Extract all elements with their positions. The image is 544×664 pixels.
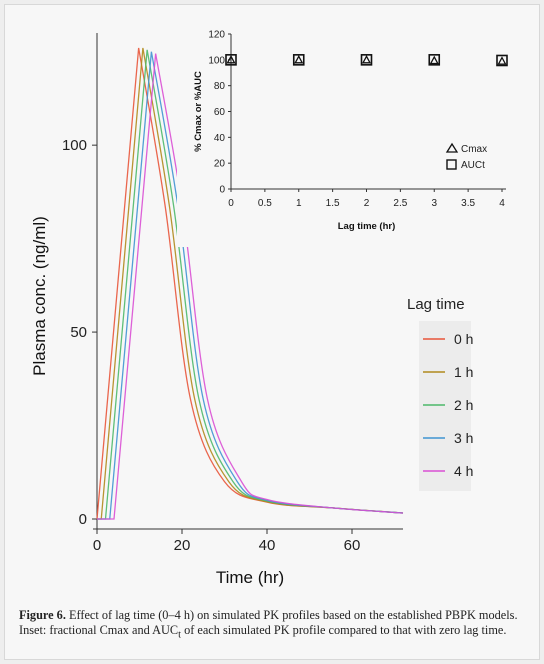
cmax-marker	[294, 54, 304, 64]
inset-background	[177, 25, 517, 247]
cmax-marker	[429, 55, 439, 65]
cmax-marker	[226, 54, 236, 64]
main-x-tick-label: 0	[93, 537, 101, 554]
inset-y-axis-title: % Cmax or %AUC	[193, 71, 204, 152]
inset-y-tick-label: 60	[214, 107, 226, 118]
inset-y-tick-label: 80	[214, 81, 226, 92]
caption-subscript: t	[178, 629, 181, 641]
inset-x-tick-label: 1.5	[326, 198, 340, 209]
inset-x-tick-label: 0.5	[258, 198, 272, 209]
inset-legend-cmax-label: Cmax	[461, 144, 487, 155]
main-x-tick-label: 20	[174, 537, 191, 554]
inset-y-tick-label: 0	[219, 185, 225, 196]
main-legend: Lag time 0 h 1 h 2 h 3 h 4 h	[407, 296, 473, 491]
inset-x-tick-label: 2.5	[393, 198, 407, 209]
inset-x-tick-label: 3	[431, 198, 437, 209]
main-y-axis-title: Plasma conc. (ng/ml)	[30, 216, 49, 376]
inset-x-tick-label: 3.5	[461, 198, 475, 209]
legend-key-background	[419, 321, 471, 491]
auct-marker	[360, 54, 373, 66]
inset-x-tick-label: 2	[364, 198, 370, 209]
cmax-marker	[497, 56, 507, 65]
legend-entry-label: 3 h	[454, 430, 473, 446]
caption-label: Figure 6.	[19, 608, 66, 622]
legend-title: Lag time	[407, 296, 465, 313]
auct-marker	[496, 54, 508, 67]
caption-text-end: of each simulated PK profile compared to…	[181, 623, 507, 637]
inset-x-tick-label: 0	[228, 198, 234, 209]
inset-legend-cmax-key	[445, 142, 459, 153]
main-y-tick-label: 50	[70, 324, 87, 341]
inset-y-tick-label: 100	[208, 55, 225, 66]
main-x-tick-label: 60	[344, 537, 361, 554]
auct-marker	[225, 54, 237, 66]
auct-marker	[292, 54, 305, 66]
inset-legend-auct-label: AUCt	[461, 160, 485, 171]
inset-y-tick-label: 40	[214, 133, 226, 144]
inset-chart: 0 20 40 60 80 100 120 0 0.5 1 1.5 2 2.5 3 3.5 4 Lag time…	[177, 25, 517, 247]
inset-x-axis-title: Lag time (hr)	[338, 221, 396, 232]
inset-x-tick-label: 4	[499, 198, 505, 209]
inset-y-tick-label: 120	[208, 30, 225, 41]
figure-frame: 0 50 100 0 20 40 60 Time (hr) Plasma conc. (ng/m…	[4, 4, 540, 660]
main-y-tick-label: 0	[79, 511, 87, 528]
main-x-axis-title: Time (hr)	[216, 568, 284, 587]
caption-text: Effect of lag time (0–4 h) on simulated …	[19, 608, 518, 637]
legend-entry-label: 4 h	[454, 463, 473, 479]
legend-entry-label: 2 h	[454, 397, 473, 413]
inset-y-tick-label: 20	[214, 159, 226, 170]
legend-entry-label: 0 h	[454, 331, 473, 347]
legend-entry-label: 1 h	[454, 364, 473, 380]
figure-caption: Figure 6. Effect of lag time (0–4 h) on …	[19, 608, 539, 642]
pk-curve-4h	[97, 53, 404, 520]
main-y-tick-label: 100	[62, 137, 87, 154]
auct-marker	[428, 54, 441, 66]
inset-legend-auct-key	[446, 159, 457, 170]
cmax-marker	[361, 54, 372, 64]
inset-x-tick-label: 1	[296, 198, 302, 209]
main-x-tick-label: 40	[259, 537, 276, 554]
